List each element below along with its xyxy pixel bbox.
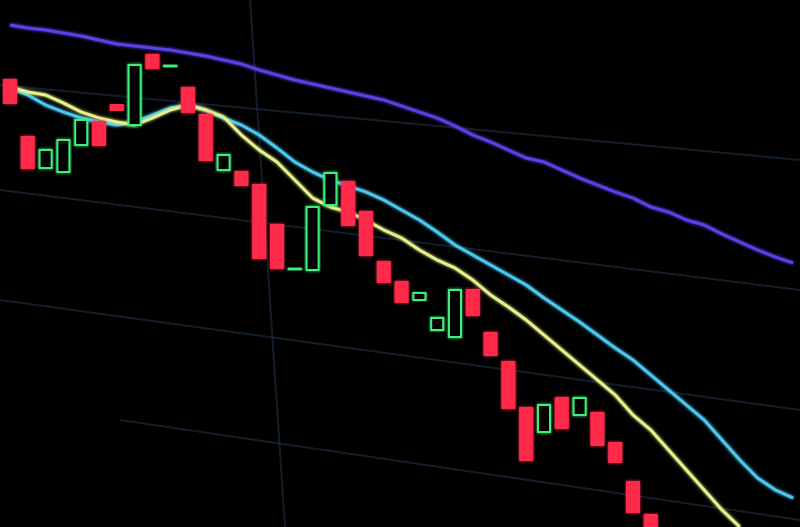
background-line bbox=[0, 189, 800, 291]
candle-body bbox=[305, 206, 320, 271]
candle-body bbox=[20, 136, 35, 169]
candle-body bbox=[341, 181, 356, 226]
candle-body bbox=[181, 87, 195, 113]
candle-body bbox=[198, 114, 213, 161]
moving-average-line bbox=[9, 23, 794, 265]
candle-body bbox=[252, 184, 267, 259]
candle-body bbox=[394, 281, 409, 303]
candle-body bbox=[38, 149, 53, 169]
background-line bbox=[0, 299, 800, 411]
candle-body bbox=[145, 54, 160, 69]
candle-body bbox=[323, 172, 338, 206]
candle-body bbox=[163, 64, 178, 68]
candle-body bbox=[483, 332, 498, 356]
moving-average-line bbox=[9, 85, 741, 527]
background-line bbox=[119, 419, 800, 521]
candle-body bbox=[127, 64, 142, 126]
candle-body bbox=[519, 407, 534, 461]
candle-body bbox=[412, 292, 427, 301]
candle-body bbox=[216, 154, 231, 171]
candle-body bbox=[465, 289, 480, 316]
candle-body bbox=[430, 317, 445, 331]
candle-body bbox=[554, 397, 569, 429]
background-line bbox=[249, 0, 286, 527]
candle-body bbox=[501, 361, 516, 409]
candle-body bbox=[448, 289, 462, 338]
candle-body bbox=[359, 211, 373, 256]
candle-body bbox=[56, 139, 71, 173]
candle-body bbox=[590, 412, 605, 446]
candle-body bbox=[270, 224, 284, 269]
candle-body bbox=[74, 119, 89, 146]
candle-body bbox=[537, 404, 551, 433]
candle-body bbox=[92, 121, 106, 146]
candle-body bbox=[608, 442, 623, 463]
candle-body bbox=[3, 79, 17, 104]
candle-body bbox=[109, 104, 124, 111]
candle-body bbox=[376, 261, 391, 283]
candle-body bbox=[626, 481, 640, 513]
candle-body bbox=[643, 514, 658, 527]
candle-body bbox=[572, 397, 587, 416]
candle-body bbox=[287, 267, 302, 271]
candle-body bbox=[234, 171, 249, 186]
